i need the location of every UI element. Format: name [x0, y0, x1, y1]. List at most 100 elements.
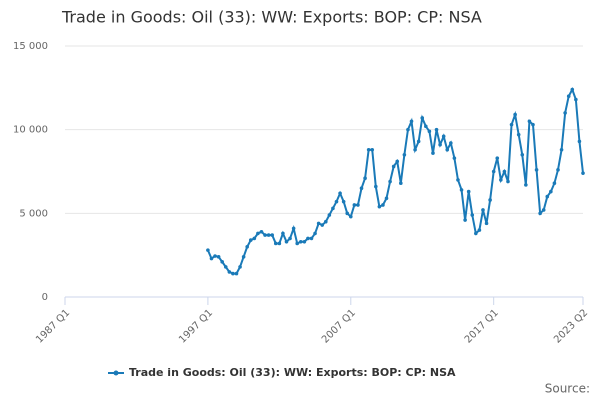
point — [263, 233, 267, 237]
point — [402, 152, 407, 157]
legend-symbol-dot — [113, 370, 119, 376]
point — [431, 151, 435, 155]
point — [209, 256, 214, 261]
point — [259, 229, 264, 234]
point — [434, 127, 439, 132]
point — [248, 238, 253, 242]
point — [549, 189, 553, 194]
point — [495, 156, 500, 160]
point — [481, 208, 485, 212]
point — [348, 214, 353, 219]
point — [206, 248, 210, 252]
point — [409, 119, 414, 124]
point — [366, 147, 371, 152]
point — [331, 206, 335, 211]
point — [577, 139, 582, 144]
point — [234, 271, 239, 276]
point — [541, 208, 546, 212]
point — [273, 241, 278, 246]
point — [341, 199, 346, 204]
point — [284, 239, 289, 244]
point — [441, 134, 446, 139]
point — [424, 124, 428, 129]
point — [323, 219, 328, 224]
point — [227, 270, 232, 274]
point — [231, 271, 235, 276]
point — [570, 87, 575, 92]
point — [420, 116, 425, 120]
point — [327, 213, 332, 217]
point — [552, 181, 557, 186]
point — [484, 221, 489, 226]
point — [338, 191, 342, 196]
point — [566, 94, 571, 98]
point — [516, 132, 521, 137]
point — [309, 236, 314, 241]
point — [509, 122, 514, 127]
point — [320, 223, 325, 227]
point — [220, 260, 224, 264]
point — [538, 211, 542, 216]
point — [520, 152, 525, 157]
point — [559, 147, 564, 152]
point — [374, 184, 378, 189]
y-tick-label: 5 000 — [19, 208, 48, 219]
source: Source: — [545, 382, 590, 396]
point — [545, 194, 550, 199]
point — [399, 181, 403, 186]
point — [459, 188, 464, 192]
point — [513, 112, 517, 117]
point — [356, 203, 360, 207]
point — [281, 231, 285, 236]
point — [334, 199, 339, 204]
point — [445, 147, 450, 152]
point — [352, 203, 357, 207]
point — [563, 111, 567, 115]
point — [288, 236, 292, 241]
point — [452, 156, 457, 160]
point — [381, 203, 385, 207]
point — [223, 265, 228, 269]
x-tick-label: 2007 Q1 — [320, 307, 358, 345]
point — [370, 147, 375, 152]
y-tick-label: 15 000 — [13, 41, 48, 52]
point — [359, 186, 364, 191]
point — [216, 255, 221, 259]
point — [306, 236, 310, 241]
point — [506, 179, 510, 184]
point — [499, 178, 503, 182]
point — [449, 141, 453, 145]
point — [527, 119, 532, 124]
y-tick-label: 0 — [42, 292, 48, 303]
point — [470, 213, 475, 217]
point — [277, 241, 282, 246]
point — [456, 178, 460, 182]
point — [245, 245, 249, 249]
point — [252, 236, 257, 241]
point — [295, 241, 300, 246]
x-tick-label: 2023 Q2 — [552, 307, 590, 345]
point — [270, 233, 275, 237]
point — [256, 231, 260, 236]
point — [238, 265, 242, 269]
x-tick-label: 2017 Q1 — [463, 307, 501, 345]
legend-label: Trade in Goods: Oil (33): WW: Exports: B… — [129, 366, 456, 379]
point — [581, 171, 585, 175]
point — [474, 231, 478, 236]
point — [391, 164, 396, 169]
point — [316, 221, 321, 226]
point — [266, 233, 271, 237]
point — [395, 159, 400, 164]
point — [406, 127, 410, 132]
point — [413, 147, 417, 152]
point — [345, 211, 350, 216]
point — [466, 189, 471, 194]
x-tick-label: 1997 Q1 — [177, 307, 215, 345]
point — [502, 169, 507, 174]
point — [377, 204, 382, 209]
point — [438, 142, 442, 147]
series-line — [206, 87, 584, 275]
point — [427, 129, 432, 134]
point — [302, 239, 307, 244]
